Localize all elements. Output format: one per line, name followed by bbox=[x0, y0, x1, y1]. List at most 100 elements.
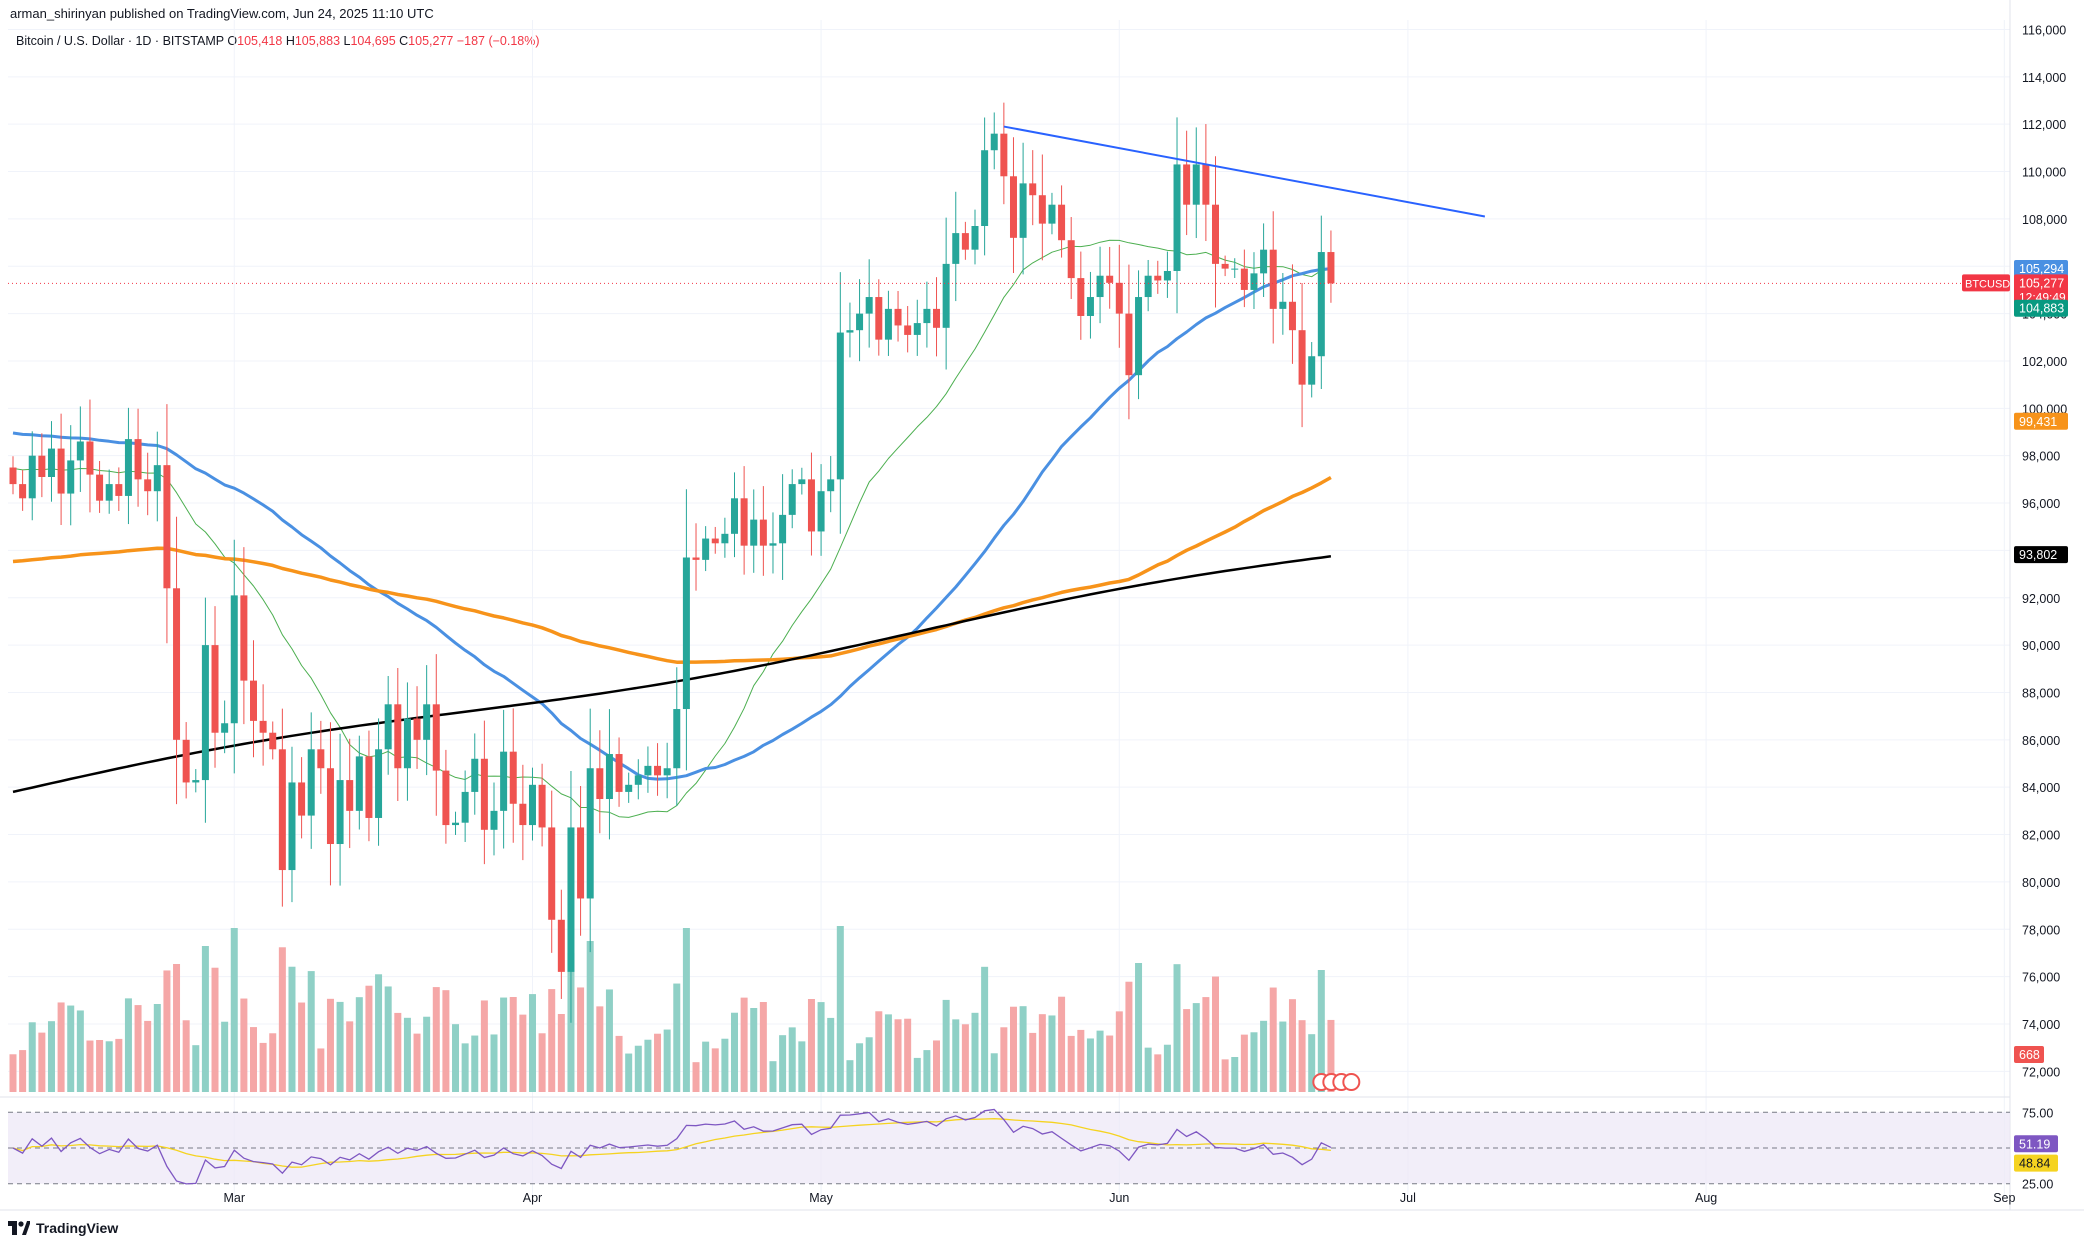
candle bbox=[28, 431, 36, 521]
candle-body bbox=[452, 822, 460, 826]
candle bbox=[1163, 251, 1171, 298]
candle bbox=[1154, 260, 1162, 294]
candle-body bbox=[605, 754, 613, 800]
candle bbox=[38, 433, 46, 498]
volume-bar bbox=[817, 1002, 825, 1092]
candle-body bbox=[1135, 297, 1143, 376]
candle bbox=[326, 722, 334, 886]
candle bbox=[124, 407, 132, 525]
candle bbox=[134, 408, 142, 507]
candle bbox=[1077, 251, 1085, 340]
published-header: arman_shirinyan published on TradingView… bbox=[10, 6, 434, 21]
candle bbox=[153, 431, 161, 522]
candle bbox=[519, 764, 527, 861]
candle bbox=[663, 742, 671, 799]
candle-body bbox=[692, 557, 700, 560]
candle bbox=[596, 730, 604, 834]
candle bbox=[1298, 282, 1306, 428]
volume-tag-bg bbox=[2014, 1046, 2044, 1063]
candle bbox=[67, 425, 75, 526]
candle-body bbox=[1298, 330, 1306, 385]
candle bbox=[1250, 252, 1258, 310]
open-label: O bbox=[227, 34, 238, 48]
volume-bar bbox=[981, 966, 989, 1092]
volume-bar bbox=[904, 1018, 912, 1092]
candle bbox=[490, 782, 498, 856]
candle-body bbox=[961, 233, 969, 250]
candle bbox=[201, 597, 209, 823]
candle-body bbox=[1000, 133, 1008, 177]
candle-body bbox=[317, 749, 325, 769]
volume-bar bbox=[721, 1038, 729, 1092]
volume-bar bbox=[1298, 1020, 1306, 1092]
candle-body bbox=[538, 784, 546, 828]
candle bbox=[942, 217, 950, 370]
rsi-value-tag: 51.19 bbox=[2014, 1135, 2058, 1153]
candle bbox=[1000, 102, 1008, 205]
candle bbox=[856, 279, 864, 362]
volume-bar bbox=[865, 1037, 873, 1092]
candle-body bbox=[846, 330, 854, 333]
volume-bar bbox=[990, 1053, 998, 1092]
volume-bar bbox=[9, 1054, 17, 1092]
price-tick-label: 78,000 bbox=[2022, 923, 2060, 937]
price-tick-label: 72,000 bbox=[2022, 1065, 2060, 1079]
volume-bar bbox=[1240, 1034, 1248, 1092]
candle bbox=[894, 290, 902, 342]
candle bbox=[990, 112, 998, 170]
volume-bar bbox=[750, 1008, 758, 1092]
volume-bar bbox=[432, 987, 440, 1092]
high-label: H bbox=[285, 34, 295, 48]
volume-bar bbox=[38, 1032, 46, 1092]
symbol-tag-label: BTCUSD bbox=[1965, 278, 2010, 290]
volume-bar bbox=[115, 1038, 123, 1092]
candle bbox=[1067, 217, 1075, 299]
candle-body bbox=[1038, 195, 1046, 224]
volume-bar bbox=[625, 1053, 633, 1092]
volume-bar bbox=[317, 1048, 325, 1092]
volume-bar bbox=[740, 997, 748, 1092]
symbol-tag-bg bbox=[1962, 274, 2010, 292]
rsi-line bbox=[12, 1108, 1332, 1185]
candle-body bbox=[201, 645, 209, 781]
volume-bar bbox=[1212, 976, 1219, 1092]
candle bbox=[1192, 127, 1200, 239]
candle bbox=[586, 708, 594, 953]
price-tick-label: 76,000 bbox=[2022, 971, 2060, 985]
volume-tag: 668 bbox=[2014, 1046, 2044, 1063]
volume-bar bbox=[961, 1024, 969, 1092]
candle bbox=[182, 722, 190, 799]
volume-bar bbox=[1067, 1035, 1075, 1092]
volume-bar bbox=[1279, 1021, 1287, 1092]
candle bbox=[365, 730, 373, 842]
candle-body bbox=[519, 803, 527, 826]
candle bbox=[548, 790, 556, 953]
volume-bar bbox=[952, 1019, 960, 1092]
candle-body bbox=[1269, 249, 1277, 309]
volume-bar bbox=[557, 1014, 565, 1092]
tradingview-logo[interactable]: TradingView bbox=[8, 1220, 118, 1236]
candle bbox=[442, 749, 450, 844]
candle-body bbox=[990, 133, 998, 151]
candle-body bbox=[971, 226, 979, 250]
candle-body bbox=[1058, 204, 1066, 241]
volume-bar bbox=[1058, 996, 1066, 1092]
volume-bar bbox=[1086, 1038, 1094, 1092]
price-tick-label: 102,000 bbox=[2022, 355, 2067, 369]
candle bbox=[1327, 230, 1335, 303]
volume-bar bbox=[28, 1022, 36, 1092]
candle-body bbox=[480, 758, 488, 830]
volume-bar bbox=[1231, 1057, 1239, 1092]
candle bbox=[634, 759, 642, 800]
candle-body bbox=[346, 780, 354, 811]
volume-bar bbox=[769, 1061, 777, 1092]
candle-body bbox=[1279, 301, 1287, 309]
candle-body bbox=[1327, 252, 1335, 284]
change-value: −187 (−0.18%) bbox=[456, 34, 540, 48]
candle bbox=[1173, 117, 1181, 314]
volume-bar bbox=[67, 1005, 75, 1092]
candle-body bbox=[981, 150, 989, 227]
candle bbox=[971, 209, 979, 265]
candle-body bbox=[86, 441, 94, 475]
